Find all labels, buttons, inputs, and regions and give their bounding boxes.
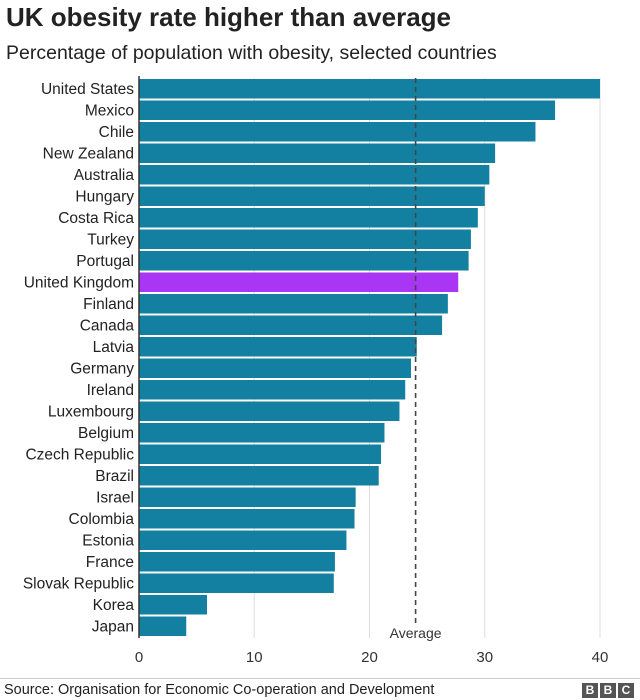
bar: [139, 165, 490, 185]
x-tick-label: 30: [476, 649, 493, 666]
bar: [139, 79, 600, 99]
bar: [139, 358, 411, 378]
logo-letter: B: [600, 683, 616, 698]
chart-title: UK obesity rate higher than average: [6, 2, 452, 32]
bar: [139, 401, 400, 421]
bar: [139, 122, 536, 142]
category-label: Finland: [83, 296, 134, 313]
bbc-logo: B B C: [582, 683, 634, 698]
category-label: Australia: [74, 167, 135, 184]
category-label: Czech Republic: [25, 447, 134, 464]
category-label: Luxembourg: [48, 404, 134, 421]
bar: [139, 423, 385, 443]
bar: [139, 552, 335, 572]
logo-letter: B: [582, 683, 598, 698]
bar: [139, 100, 556, 120]
category-label: Japan: [92, 619, 134, 636]
source-text: Source: Organisation for Economic Co-ope…: [4, 682, 435, 698]
category-label: Portugal: [76, 253, 134, 270]
category-label: Costa Rica: [58, 210, 134, 227]
category-label: Korea: [93, 597, 135, 614]
bar: [139, 294, 448, 314]
category-label: Latvia: [93, 339, 135, 356]
logo-letter: C: [618, 683, 634, 698]
bar: [139, 444, 382, 464]
bar: [139, 530, 347, 550]
bar-chart: 0 10 20 30 40 United States Mexico Chile New Zea…: [23, 76, 609, 666]
bar: [139, 573, 334, 593]
category-label: Estonia: [82, 533, 134, 550]
category-label: Ireland: [87, 382, 134, 399]
category-label: Germany: [70, 361, 134, 378]
category-label: United States: [41, 81, 134, 98]
category-label: Colombia: [69, 511, 135, 528]
bar: [139, 337, 417, 357]
average-label: Average: [390, 625, 442, 641]
category-label: Turkey: [87, 232, 134, 249]
bar: [139, 208, 478, 228]
category-label: Slovak Republic: [23, 576, 134, 593]
category-label: France: [86, 554, 134, 571]
bar: [139, 143, 496, 163]
category-label: Canada: [80, 318, 135, 335]
category-label: Chile: [99, 124, 134, 141]
x-tick-label: 20: [361, 649, 378, 666]
footer-divider: [0, 678, 640, 679]
bar: [139, 487, 356, 507]
x-tick-label: 10: [246, 649, 263, 666]
category-label: Belgium: [78, 425, 134, 442]
category-label: Mexico: [85, 103, 134, 120]
bar: [139, 466, 379, 486]
category-label: Hungary: [75, 189, 134, 206]
bar: [139, 380, 406, 400]
chart-subtitle: Percentage of population with obesity, s…: [6, 42, 497, 64]
bar: [139, 509, 355, 529]
category-label: United Kingdom: [24, 275, 134, 292]
bar: [139, 315, 443, 335]
bar: [139, 595, 207, 615]
bar: [139, 251, 469, 271]
bar: [139, 229, 471, 249]
bar: [139, 272, 459, 292]
category-label: New Zealand: [43, 146, 134, 163]
x-tick-label: 0: [135, 649, 143, 666]
category-label: Brazil: [95, 468, 134, 485]
category-label: Israel: [96, 490, 134, 507]
bar: [139, 616, 187, 636]
x-tick-label: 40: [592, 649, 609, 666]
bar: [139, 186, 485, 206]
